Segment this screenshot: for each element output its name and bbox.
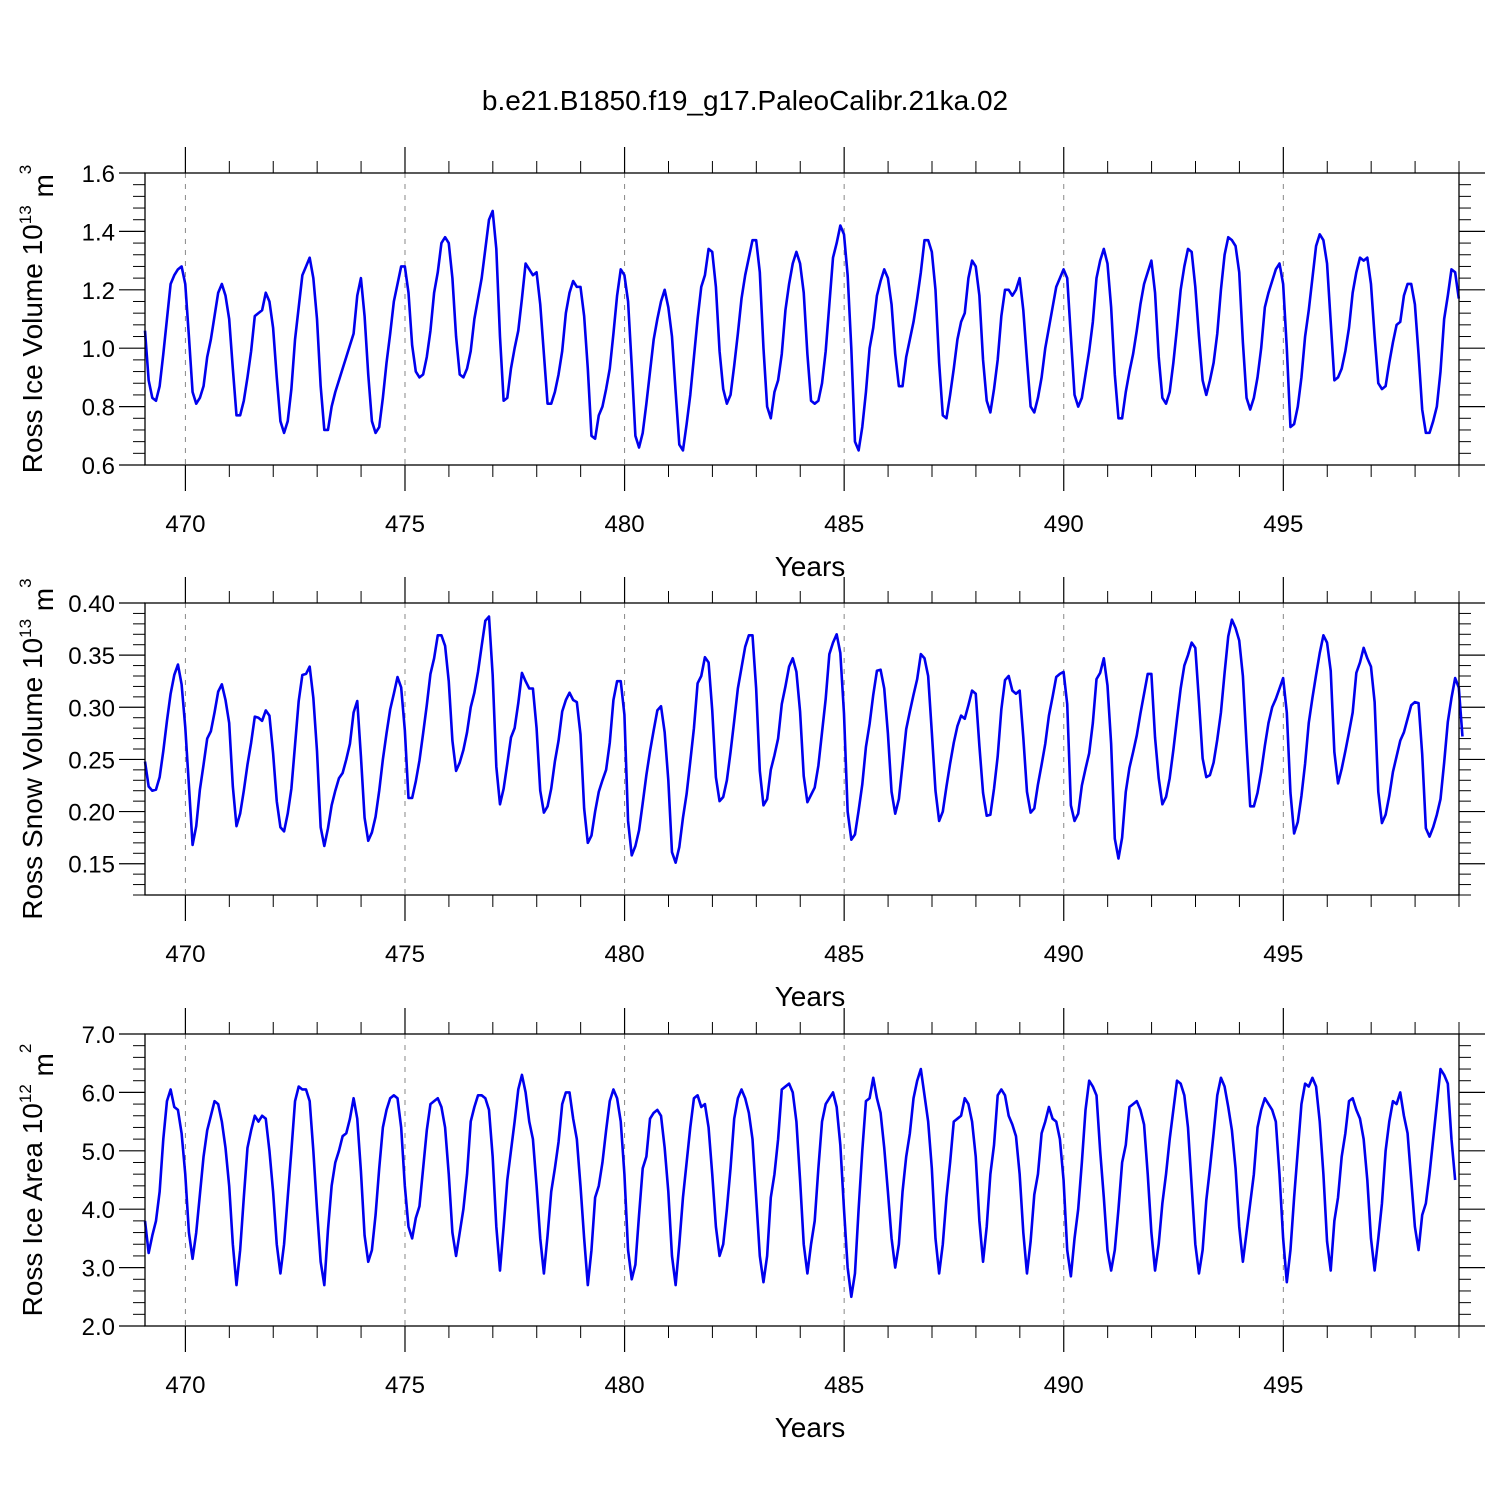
series-line [143,209,1461,452]
x-tick-label: 495 [1263,941,1303,968]
y-axis-title: Ross Ice Volume 1013 m3 [16,165,59,474]
y-axis-title-unit: m [28,174,59,205]
y-tick-label: 0.20 [68,800,115,827]
y-tick-label: 1.2 [82,278,115,305]
y-axis-title-exp: 12 [16,1084,35,1103]
x-tick-label: 475 [385,511,425,538]
y-tick-label: 0.15 [68,852,115,879]
series-line [143,615,1464,864]
y-tick-label: 1.0 [82,336,115,363]
chart-panel-2: 470 475 480 485 490 495 0.15 0.20 0.25 0.30 0.35 0.… [16,577,1485,1012]
y-tick-label: 0.40 [68,591,115,618]
y-tick-label: 0.8 [82,395,115,422]
x-tick-label: 495 [1263,1372,1303,1399]
y-axis-title-main: Ross Ice Volume 10 [17,224,48,473]
y-tick-label: 6.0 [82,1080,115,1107]
x-tick-label: 470 [165,511,205,538]
y-tick-label: 2.0 [82,1314,115,1341]
x-axis-title: Years [775,551,846,582]
y-axis-title-exp: 13 [16,619,35,638]
x-tick-label: 480 [605,1372,645,1399]
y-axis-title-main: Ross Snow Volume 10 [17,638,48,920]
x-tick-label: 475 [385,1372,425,1399]
y-axis-title: Ross Snow Volume 1013 m3 [16,578,59,919]
y-tick-label: 0.35 [68,643,115,670]
plot-frame [144,1033,1460,1327]
y-tick-label: 1.6 [82,161,115,188]
y-tick-label: 7.0 [82,1022,115,1049]
y-tick-label: 0.25 [68,747,115,774]
x-axis-title: Years [775,981,846,1012]
y-axis-title-unit-exp: 3 [16,578,35,587]
y-axis-title-unit: m [28,1053,59,1084]
x-tick-label: 470 [165,1372,205,1399]
x-tick-label: 485 [824,941,864,968]
figure-title: b.e21.B1850.f19_g17.PaleoCalibr.21ka.02 [482,85,1008,116]
y-tick-label: 3.0 [82,1256,115,1283]
chart-panel-1: 470 475 480 485 490 495 0.6 0.8 1.0 1.2 1.4 1.6 Year… [16,147,1485,582]
x-tick-label: 495 [1263,511,1303,538]
x-tick-label: 475 [385,941,425,968]
x-tick-label: 490 [1044,511,1084,538]
x-tick-label: 490 [1044,941,1084,968]
series-line [143,1067,1457,1299]
plot-frame [144,172,1460,466]
x-tick-label: 480 [605,511,645,538]
y-axis-title-exp: 13 [16,205,35,224]
y-tick-label: 1.4 [82,219,115,246]
panels: 470 475 480 485 490 495 0.6 0.8 1.0 1.2 1.4 1.6 Year… [16,147,1485,1443]
x-axis-title: Years [775,1412,846,1443]
y-axis-title-unit-exp: 2 [16,1044,35,1053]
y-tick-label: 5.0 [82,1139,115,1166]
x-tick-label: 490 [1044,1372,1084,1399]
y-tick-label: 0.30 [68,695,115,722]
x-tick-label: 485 [824,1372,864,1399]
y-axis-title-unit: m [28,588,59,619]
x-tick-label: 480 [605,941,645,968]
y-axis-title-unit-exp: 3 [16,165,35,174]
x-tick-label: 470 [165,941,205,968]
chart-panel-3: 470 475 480 485 490 495 2.0 3.0 4.0 5.0 6.0 7.0 Year… [16,1008,1485,1443]
x-tick-label: 485 [824,511,864,538]
y-axis-title-main: Ross Ice Area 10 [17,1103,48,1316]
y-tick-label: 0.6 [82,453,115,480]
y-tick-label: 4.0 [82,1197,115,1224]
plot-frame [144,602,1460,896]
y-axis-title: Ross Ice Area 1012 m2 [16,1044,59,1317]
